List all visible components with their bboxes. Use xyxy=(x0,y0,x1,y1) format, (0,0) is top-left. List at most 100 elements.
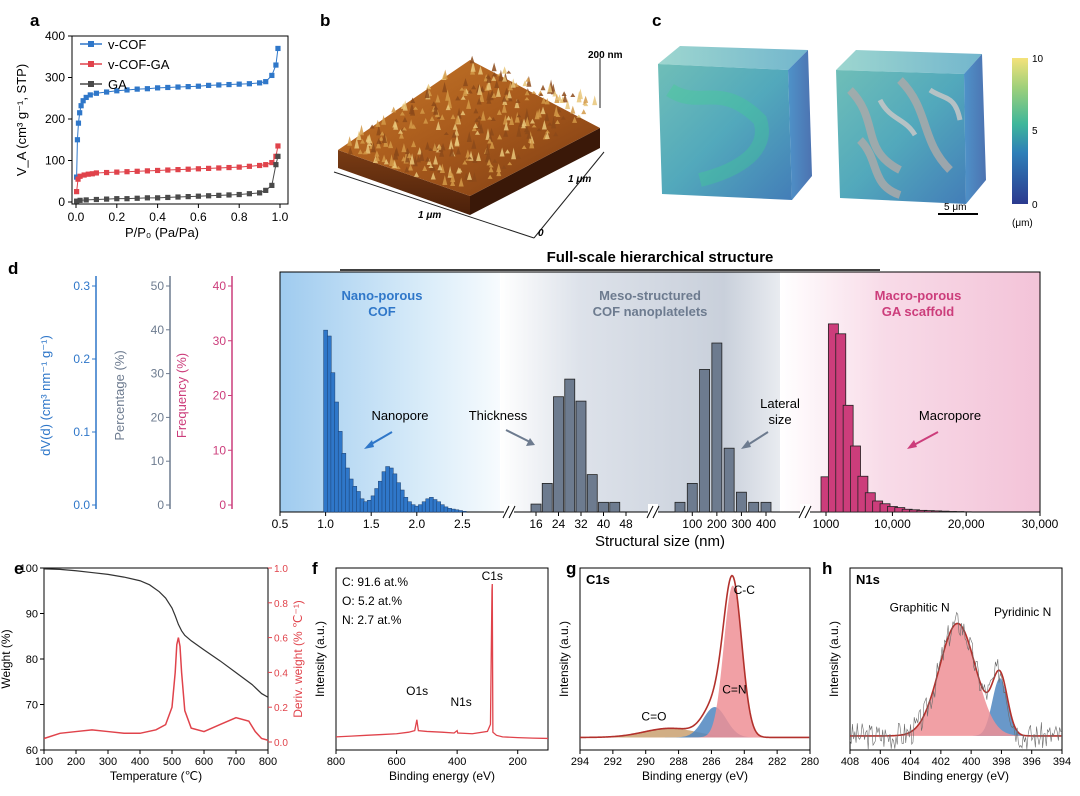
afm-peak xyxy=(496,169,502,177)
data-point-v-COF xyxy=(83,94,89,101)
data-point-v-COF-GA xyxy=(75,176,81,182)
afm-peak xyxy=(471,139,477,149)
data-point-v-COF xyxy=(246,81,252,87)
y2-tick-label: 0.8 xyxy=(274,599,288,610)
x-tick-label: 32 xyxy=(574,517,588,531)
panel-h-xps-n1s: 408 406 404 402 400 398 396 394 Binding energy (… xyxy=(827,567,1071,783)
afm-peak xyxy=(398,129,404,134)
data-point-v-COF-GA xyxy=(104,169,110,176)
panel-label-d: d xyxy=(8,259,18,278)
data-point-v-COF xyxy=(273,62,279,68)
afm-peak xyxy=(454,135,460,145)
y-axis-label: dV(d) (cm³ nm⁻¹ g⁻¹) xyxy=(38,335,53,456)
data-point-GA xyxy=(77,197,83,203)
afm-peak xyxy=(404,166,410,173)
afm-peak xyxy=(398,132,404,139)
afm-peak xyxy=(529,118,535,124)
x-tick-label: 400 xyxy=(131,756,149,768)
afm-peak xyxy=(583,95,589,103)
afm-peak xyxy=(457,167,463,173)
x-tick-label: 408 xyxy=(841,756,859,768)
afm-peak xyxy=(561,91,567,96)
component-Graphitic N xyxy=(850,623,1062,736)
panel-label-a: a xyxy=(30,11,40,30)
cube-left xyxy=(658,46,812,200)
afm-peak xyxy=(490,116,496,122)
afm-peak xyxy=(426,83,432,90)
afm-peak xyxy=(467,156,473,160)
region-label: Nano-porous xyxy=(342,288,423,303)
afm-peak xyxy=(536,108,542,118)
afm-peak xyxy=(357,149,363,155)
afm-peak xyxy=(408,119,414,129)
afm-peak xyxy=(479,90,485,102)
afm-peak xyxy=(485,150,491,161)
afm-peak xyxy=(408,104,414,114)
arrow-thickness xyxy=(505,429,531,443)
composition-text: O: 5.2 at.% xyxy=(342,594,402,608)
legend-label-GA: GA xyxy=(108,77,127,92)
data-point-v-COF xyxy=(155,85,161,91)
data-point-v-COF-GA xyxy=(93,170,99,176)
afm-peak xyxy=(470,60,476,72)
afm-peak xyxy=(491,72,497,77)
data-point-v-COF xyxy=(78,103,84,109)
data-point-GA xyxy=(185,194,191,200)
peak-label: Graphitic N xyxy=(890,600,950,614)
afm-peak xyxy=(544,131,550,139)
afm-peak xyxy=(469,55,475,64)
x-tick-label: 0.0 xyxy=(68,210,85,224)
afm-peak xyxy=(388,140,394,149)
afm-peak xyxy=(486,96,492,104)
data-point-GA xyxy=(155,195,161,201)
afm-peak xyxy=(473,108,479,114)
series-line-survey xyxy=(335,583,549,740)
data-point-v-COF-GA xyxy=(206,165,212,171)
y2-tick-label: 1.0 xyxy=(274,564,288,575)
y-tick-label: 0.0 xyxy=(73,498,90,512)
data-point-v-COF-GA xyxy=(216,165,222,171)
afm-peak xyxy=(439,163,445,174)
data-point-GA xyxy=(206,193,212,199)
afm-peak xyxy=(381,132,387,143)
x-axis-label: Binding energy (eV) xyxy=(389,769,495,783)
afm-peak xyxy=(391,106,397,113)
afm-peak xyxy=(531,124,537,128)
y-tick-label: 10 xyxy=(151,454,165,468)
x-tick-label: 406 xyxy=(871,756,889,768)
data-point-v-COF xyxy=(104,89,110,95)
x-tick-label: 288 xyxy=(669,756,687,768)
x-tick-label: 200 xyxy=(707,517,727,531)
data-point-GA xyxy=(144,195,150,201)
plot-frame xyxy=(279,271,1041,513)
afm-peak xyxy=(347,146,353,155)
axis-break xyxy=(798,505,806,519)
data-point-v-COF-GA xyxy=(144,168,150,174)
x-tick-label: 10,000 xyxy=(874,517,911,531)
annotation-macropore: Macropore xyxy=(919,408,981,423)
data-point-v-COF xyxy=(269,72,275,79)
bar-lateral xyxy=(760,501,772,513)
afm-peak xyxy=(389,154,395,167)
y-tick-label: 100 xyxy=(45,154,65,168)
data-point-v-COF-GA xyxy=(165,167,171,173)
panel-g-xps-c1s: 294 292 290 288 286 284 282 280 Binding energy (… xyxy=(557,567,819,783)
afm-peak xyxy=(423,117,429,124)
afm-peak xyxy=(354,137,360,149)
data-point-v-COF-GA xyxy=(236,164,242,170)
region-label: COF xyxy=(368,304,396,319)
axis-break xyxy=(508,505,516,519)
series-line-weight xyxy=(43,568,269,698)
afm-peak xyxy=(502,75,508,82)
afm-side-right xyxy=(470,128,600,215)
panel-title: C1s xyxy=(586,572,610,587)
y2-tick-label: 0.6 xyxy=(274,634,288,645)
afm-peak xyxy=(401,143,407,153)
data-point-v-COF xyxy=(206,82,212,88)
legend-marker-GA xyxy=(88,81,94,87)
afm-peak xyxy=(524,124,530,133)
afm-peak xyxy=(555,113,561,117)
component-Pyridinic N xyxy=(850,678,1062,736)
x-tick-label: 600 xyxy=(195,756,213,768)
data-point-v-COF xyxy=(195,83,201,89)
